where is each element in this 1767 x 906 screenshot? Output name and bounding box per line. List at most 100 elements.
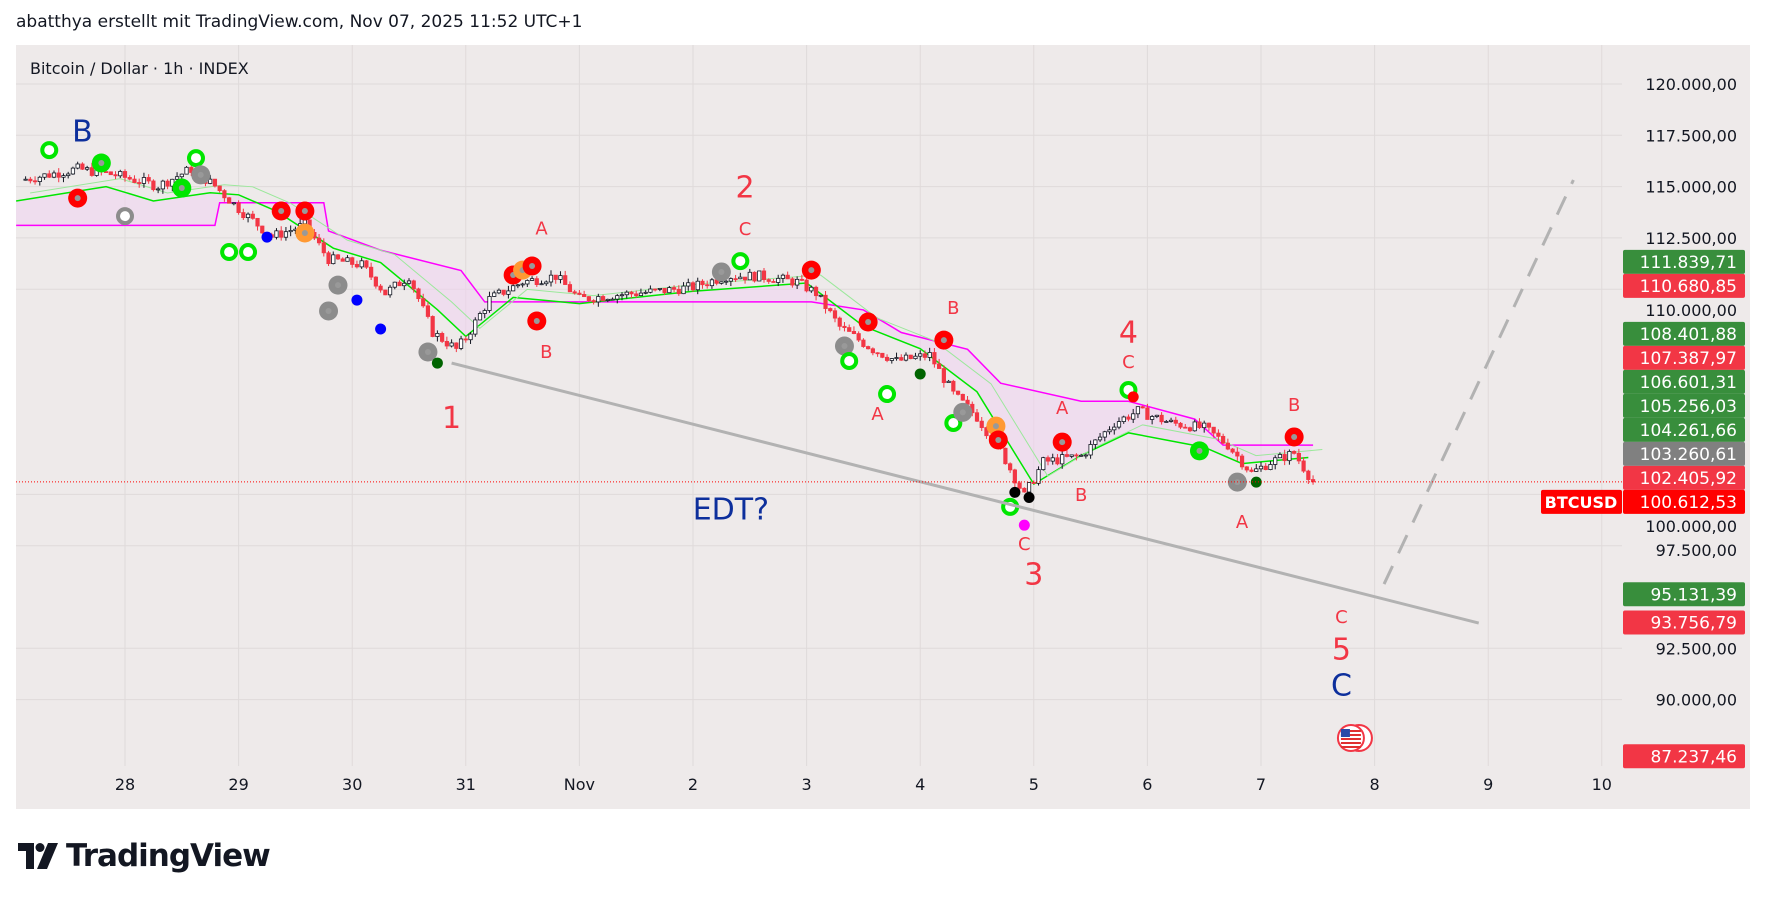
candle-body (122, 171, 128, 178)
candle (1079, 453, 1084, 457)
price-tag-label: 111.839,71 (1640, 253, 1737, 273)
candle (1239, 453, 1245, 470)
candle (847, 324, 852, 332)
candle-body (279, 230, 284, 238)
candle (974, 408, 980, 423)
candle-body (1230, 448, 1235, 453)
candle (804, 276, 809, 293)
candle-body (141, 177, 147, 184)
candle (1292, 450, 1297, 455)
price-tag: 95.131,39 (1623, 582, 1745, 607)
candle-body (354, 264, 360, 268)
candle-body (23, 178, 28, 181)
x-axis-tick-label: 9 (1483, 775, 1493, 794)
candle-body (1126, 416, 1131, 420)
symbol-tag-bg (1541, 489, 1622, 514)
candle (421, 293, 426, 308)
candle-body (619, 294, 625, 297)
candle-body (335, 254, 341, 260)
candle (430, 315, 435, 338)
signal-ring-marker (116, 207, 134, 226)
candle (529, 276, 535, 281)
candle (1112, 423, 1117, 435)
candle (932, 348, 937, 368)
wave-label: C (1331, 668, 1352, 703)
signal-center-dot (992, 423, 999, 430)
price-tag: 108.401,88 (1623, 321, 1745, 346)
candle (1273, 455, 1278, 470)
candle (165, 179, 170, 190)
candle-body (132, 178, 137, 183)
candle (392, 281, 397, 290)
candle-body (643, 291, 648, 294)
wave-label: 1 (442, 401, 461, 436)
price-tag: 105.256,03 (1623, 393, 1745, 418)
candle-body (174, 176, 180, 180)
x-axis-tick-label: 4 (915, 775, 925, 794)
candle (705, 280, 710, 289)
price-tag: 103.260,61 (1623, 441, 1745, 466)
candle-body (771, 281, 776, 283)
candle-body (690, 282, 696, 291)
candle-body (1107, 429, 1112, 433)
candle-body (1131, 413, 1136, 420)
candle-body (1221, 435, 1226, 444)
us-flag-icon (1336, 724, 1373, 752)
candle-body (780, 274, 786, 279)
lower-band-line (16, 185, 1309, 486)
candle (662, 288, 667, 295)
candle-body (156, 188, 161, 191)
signal-dot-marker (375, 323, 387, 335)
candle-body (918, 353, 923, 357)
candle (373, 276, 378, 289)
candle-body (1244, 466, 1249, 471)
candle (776, 274, 781, 287)
candle (454, 342, 459, 353)
signal-center-dot (278, 208, 285, 215)
candle (1277, 452, 1283, 459)
candle (799, 274, 804, 282)
candle (137, 178, 142, 188)
flag-stripe (1340, 746, 1361, 748)
candle (690, 281, 696, 292)
candle-body (430, 316, 435, 337)
candle-body (941, 368, 946, 384)
candle-body (1140, 406, 1145, 409)
candle (657, 288, 662, 292)
candle (553, 274, 558, 284)
candle-body (856, 333, 861, 341)
candle-body (847, 327, 852, 332)
candle (23, 176, 28, 181)
candle (880, 352, 885, 359)
candle-body (1202, 422, 1207, 429)
candle-body (889, 358, 894, 361)
candle-body (1069, 454, 1074, 457)
candle (648, 285, 653, 294)
candle-body (828, 308, 833, 312)
candle (884, 354, 890, 363)
signal-center-dot (529, 263, 536, 270)
candle-body (1097, 436, 1103, 441)
candle (922, 350, 928, 361)
candle-body (1268, 464, 1273, 470)
candle-body (406, 280, 412, 284)
candle (1206, 422, 1212, 431)
candle-body (1277, 454, 1283, 459)
candle (1055, 454, 1060, 466)
candle (402, 279, 407, 291)
candle (667, 285, 672, 294)
candle-body (1074, 454, 1079, 457)
candle-body (250, 213, 255, 219)
price-tag-bg (1623, 321, 1745, 346)
price-tag-label: 102.405,92 (1640, 469, 1737, 489)
wave-label: C (739, 219, 752, 240)
candle-body (359, 260, 364, 268)
chart-area[interactable] (16, 45, 1750, 809)
candle-body (421, 298, 426, 307)
price-tag-label: 107.387,97 (1640, 349, 1737, 369)
candle-body (326, 252, 331, 265)
signal-ring-marker (731, 252, 750, 271)
candle (108, 171, 113, 176)
candle (250, 210, 255, 220)
